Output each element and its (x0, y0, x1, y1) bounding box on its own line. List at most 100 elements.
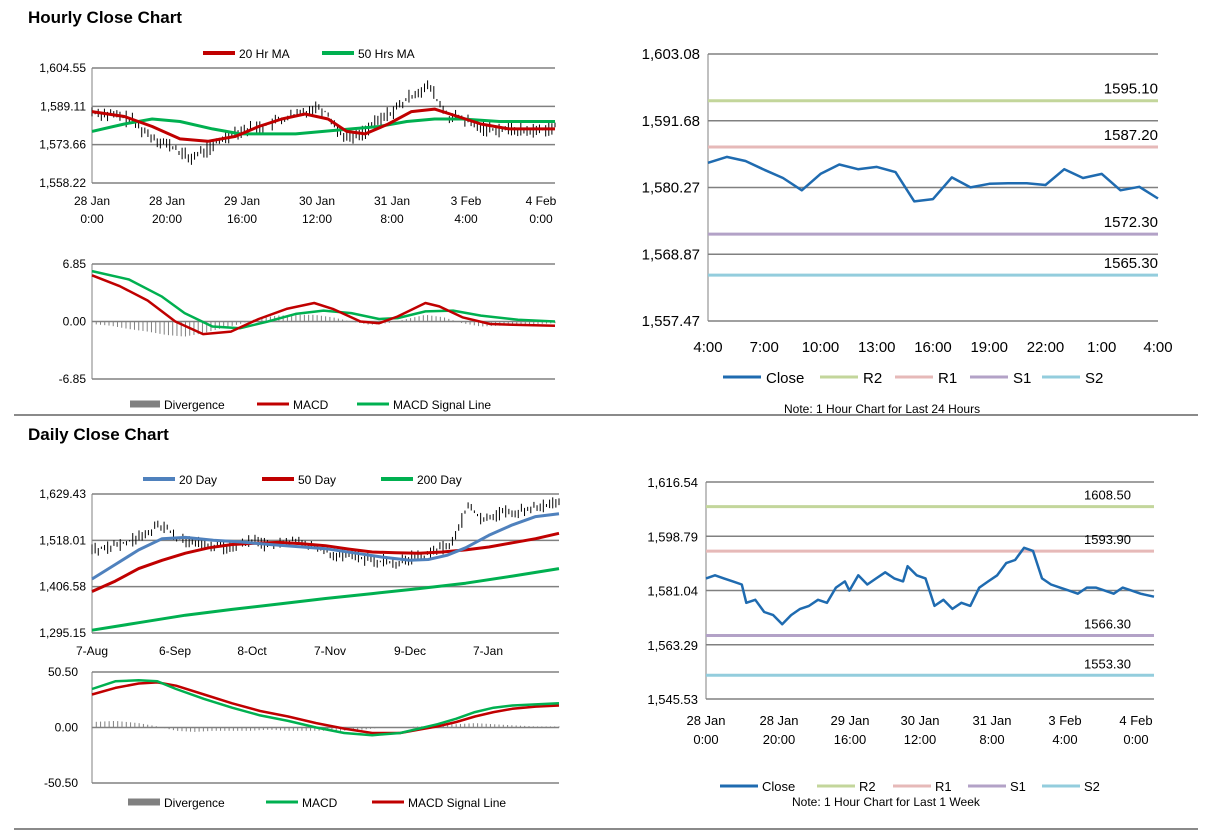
daily-week-x-tick-sublabel: 8:00 (979, 732, 1004, 747)
daily-week-x-tick-label: 28 Jan (686, 713, 725, 728)
hourly-24h-level-label: 1565.30 (1104, 255, 1158, 272)
hourly-section-title: Hourly Close Chart (28, 8, 182, 27)
daily-week-level-label: 1566.30 (1084, 617, 1131, 632)
daily-week-x-tick-sublabel: 0:00 (693, 732, 718, 747)
bottom-divider (14, 828, 1198, 830)
daily-week-y-tick-label: 1,545.53 (647, 692, 698, 707)
hourly-price-x-tick-label: 28 Jan (74, 194, 110, 208)
daily-macd-legend-label: MACD Signal Line (408, 796, 506, 810)
daily-macd-series-macd (91, 678, 560, 737)
hourly-price-x-tick-label: 29 Jan (224, 194, 260, 208)
daily-week-legend-label: R2 (859, 779, 876, 794)
hourly-24h-x-tick-label: 4:00 (1143, 339, 1172, 356)
hourly-price-x-tick-sublabel: 16:00 (227, 212, 257, 226)
hourly-macd-y-tick-label: 6.85 (63, 257, 87, 271)
hourly-price-x-tick-label: 31 Jan (374, 194, 410, 208)
daily-price-y-tick-label: 1,629.43 (39, 487, 86, 501)
daily-week-x-tick-label: 31 Jan (972, 713, 1011, 728)
daily-price-x-tick-label: 9-Dec (394, 644, 426, 658)
hourly-macd-series-signal (91, 269, 556, 330)
hourly-macd-y-tick-label: 0.00 (63, 315, 87, 329)
daily-macd-y-tick-label: 0.00 (55, 721, 79, 735)
daily-week-y-tick-label: 1,581.04 (647, 584, 698, 599)
daily-week-x-tick-sublabel: 4:00 (1052, 732, 1077, 747)
hourly-price-legend-label: 20 Hr MA (239, 47, 290, 61)
hourly-price-y-tick-label: 1,573.66 (39, 138, 86, 152)
daily-price-legend-label: 20 Day (179, 473, 217, 487)
daily-week-level-label: 1593.90 (1084, 532, 1131, 547)
daily-price-y-tick-label: 1,518.01 (39, 533, 86, 547)
hourly-24h-y-tick-label: 1,591.68 (642, 113, 700, 130)
daily-price-series-20d (91, 512, 560, 581)
hourly-price-legend-label: 50 Hrs MA (358, 47, 415, 61)
daily-price-y-tick-label: 1,406.58 (39, 580, 86, 594)
daily-week-y-tick-label: 1,616.54 (647, 475, 698, 490)
daily-price-x-tick-label: 8-Oct (237, 644, 267, 658)
hourly-price-y-tick-label: 1,604.55 (39, 61, 86, 75)
hourly-24h-y-tick-label: 1,580.27 (642, 180, 700, 197)
section-divider (14, 414, 1198, 416)
daily-macd-y-tick-label: -50.50 (44, 776, 78, 790)
hourly-price-x-tick-sublabel: 8:00 (380, 212, 404, 226)
daily-price-x-tick-label: 7-Nov (314, 644, 346, 658)
hourly-price-x-tick-sublabel: 4:00 (454, 212, 478, 226)
hourly-24h-level-label: 1587.20 (1104, 127, 1158, 144)
hourly-24h-legend-label: S1 (1013, 370, 1031, 387)
hourly-24h-x-tick-label: 13:00 (858, 339, 896, 356)
daily-week-level-label: 1553.30 (1084, 656, 1131, 671)
daily-week-x-tick-sublabel: 12:00 (904, 732, 937, 747)
hourly-24h-y-tick-label: 1,557.47 (642, 313, 700, 330)
hourly-price-x-tick-label: 30 Jan (299, 194, 335, 208)
hourly-price-x-tick-sublabel: 0:00 (80, 212, 104, 226)
daily-week-x-tick-label: 30 Jan (900, 713, 939, 728)
daily-week-legend-label: R1 (935, 779, 952, 794)
daily-week-x-tick-sublabel: 20:00 (763, 732, 796, 747)
hourly-price-series-50hr (91, 117, 555, 136)
daily-section-title: Daily Close Chart (28, 425, 169, 444)
daily-week-legend-label: S2 (1084, 779, 1100, 794)
daily-week-x-tick-sublabel: 16:00 (834, 732, 867, 747)
daily-week-legend-label: S1 (1010, 779, 1026, 794)
daily-price-x-tick-label: 7-Aug (76, 644, 108, 658)
hourly-24h-y-tick-label: 1,603.08 (642, 46, 700, 63)
daily-week-level-label: 1608.50 (1084, 488, 1131, 503)
hourly-24h-y-tick-label: 1,568.87 (642, 246, 700, 263)
daily-price-y-tick-label: 1,295.15 (39, 626, 86, 640)
daily-week-series-close (705, 546, 1155, 626)
hourly-24h-series-close (707, 155, 1159, 203)
daily-price-x-tick-label: 7-Jan (473, 644, 503, 658)
hourly-price-x-tick-label: 28 Jan (149, 194, 185, 208)
hourly-24h-x-tick-label: 22:00 (1027, 339, 1065, 356)
hourly-price-x-tick-sublabel: 20:00 (152, 212, 182, 226)
hourly-price-x-tick-sublabel: 12:00 (302, 212, 332, 226)
hourly-macd-y-tick-label: -6.85 (59, 372, 87, 386)
hourly-price-y-tick-label: 1,589.11 (40, 99, 86, 113)
daily-week-x-tick-label: 28 Jan (759, 713, 798, 728)
hourly-24h-x-tick-label: 16:00 (914, 339, 952, 356)
hourly-price-y-tick-label: 1,558.22 (39, 176, 86, 190)
daily-price-legend-label: 200 Day (417, 473, 462, 487)
hourly-24h-level-label: 1572.30 (1104, 214, 1158, 231)
hourly-24h-level-label: 1595.10 (1104, 81, 1158, 98)
daily-price-series-200d (91, 567, 560, 632)
daily-macd-legend-label: MACD (302, 796, 338, 810)
hourly-24h-legend-label: Close (766, 370, 804, 387)
hourly-24h-x-tick-label: 7:00 (750, 339, 779, 356)
hourly-24h-x-tick-label: 1:00 (1087, 339, 1116, 356)
daily-week-x-tick-label: 29 Jan (830, 713, 869, 728)
hourly-macd-legend-label: MACD Signal Line (393, 398, 491, 412)
hourly-24h-legend-label: R2 (863, 370, 882, 387)
hourly-macd-series-macd (91, 274, 556, 336)
daily-week-y-tick-label: 1,598.79 (647, 529, 698, 544)
daily-price-x-tick-label: 6-Sep (159, 644, 191, 658)
daily-week-note: Note: 1 Hour Chart for Last 1 Week (792, 795, 980, 809)
hourly-24h-x-tick-label: 10:00 (802, 339, 840, 356)
daily-week-x-tick-label: 4 Feb (1119, 713, 1152, 728)
hourly-24h-x-tick-label: 4:00 (693, 339, 722, 356)
daily-macd-legend-label: Divergence (164, 796, 225, 810)
daily-week-x-tick-sublabel: 0:00 (1123, 732, 1148, 747)
hourly-price-x-tick-label: 4 Feb (526, 194, 557, 208)
hourly-24h-x-tick-label: 19:00 (970, 339, 1008, 356)
daily-week-y-tick-label: 1,563.29 (647, 638, 698, 653)
